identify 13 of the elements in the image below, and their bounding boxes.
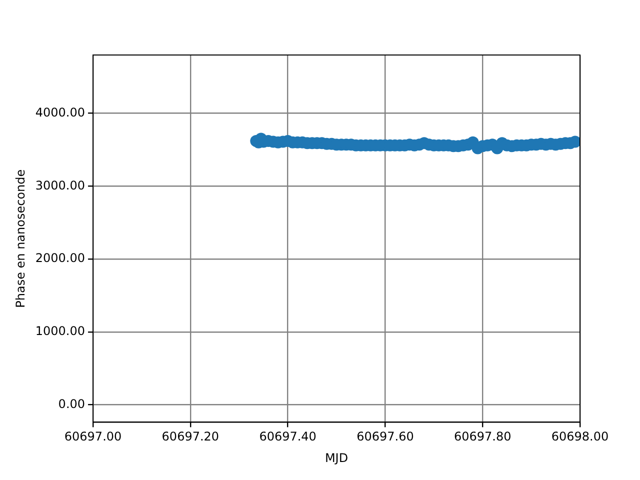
y-tick-label: 4000.00 [35, 105, 86, 120]
x-tick-label: 60697.00 [64, 430, 122, 444]
x-tick-label: 60698.00 [551, 430, 609, 444]
y-tick-label: 1000.00 [35, 324, 86, 338]
x-tick-label: 60697.80 [454, 430, 512, 444]
x-tick-label: 60697.60 [356, 430, 414, 444]
y-axis-title: Phase en nanoseconde [13, 169, 28, 308]
x-tick-label: 60697.20 [162, 430, 220, 444]
x-axis-title: MJD [324, 450, 348, 465]
y-tick-label: 0.00 [58, 396, 86, 411]
y-tick-label: 3000.00 [35, 178, 86, 192]
y-tick-label: 2000.00 [35, 251, 86, 266]
x-tick-label: 60697.40 [259, 430, 316, 444]
